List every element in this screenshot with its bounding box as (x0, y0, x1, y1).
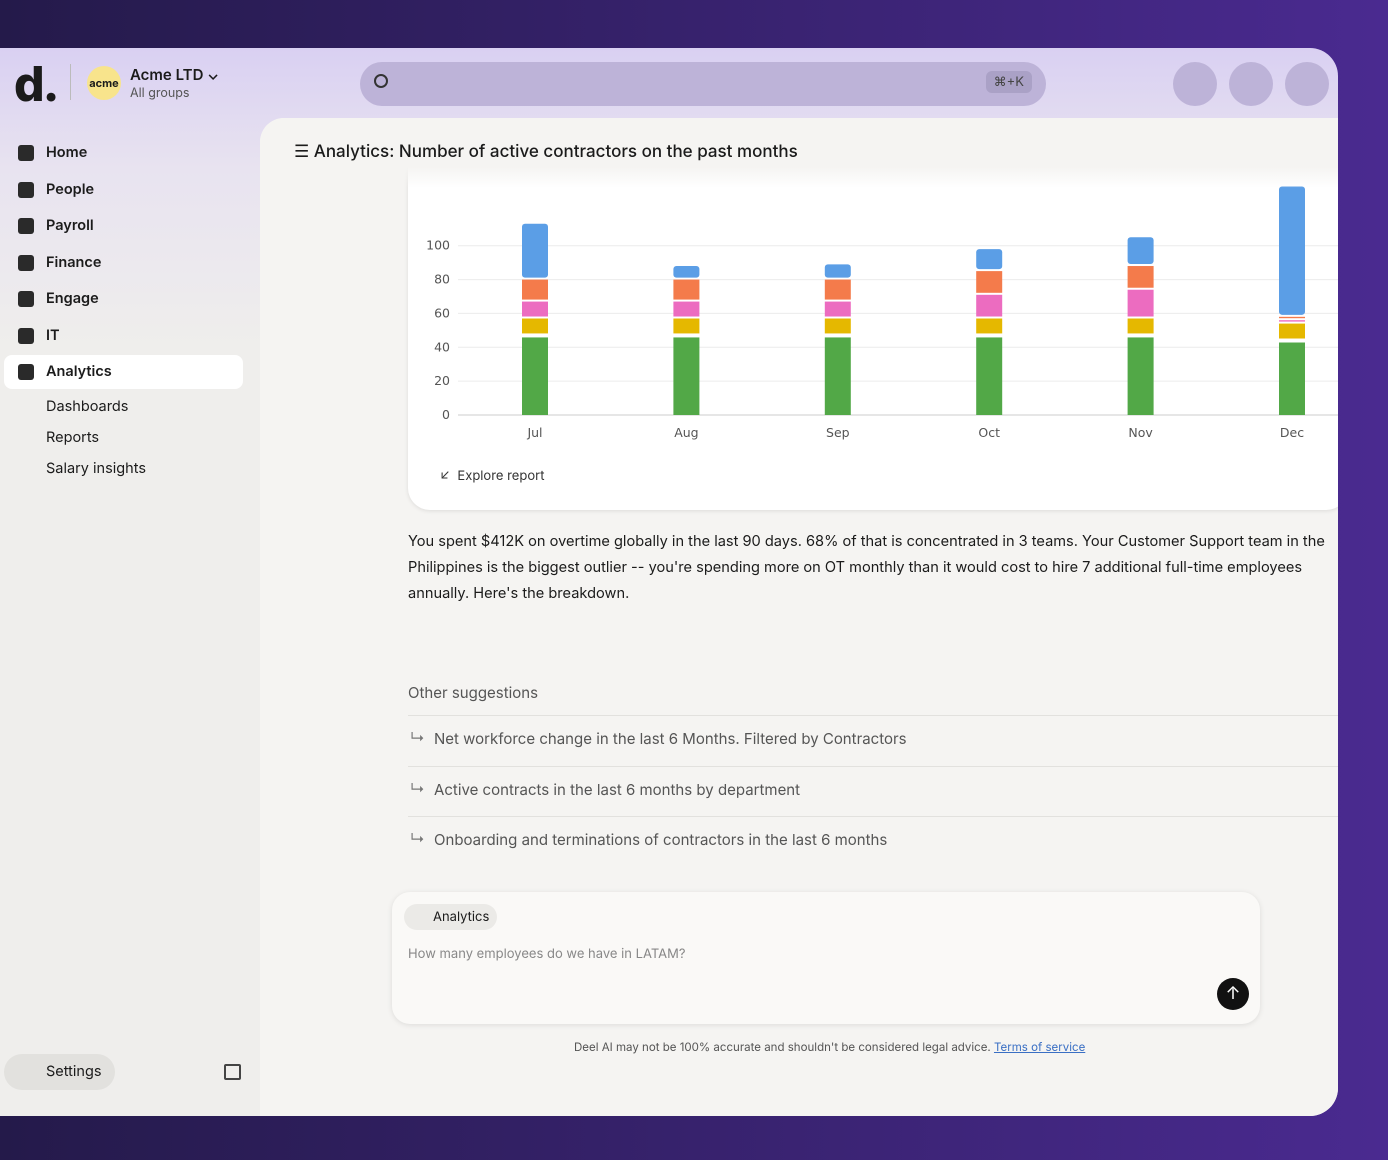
nav-icon (18, 181, 34, 198)
nav-item[interactable]: Payroll (16, 209, 243, 243)
bar-segment (976, 318, 1003, 334)
bar-segment (976, 294, 1003, 317)
org-name-text: Acme LTD (130, 65, 204, 84)
explore-text: Explore report (457, 468, 545, 484)
bar-segment (522, 279, 548, 300)
bar-segment (976, 249, 1003, 270)
notifications-button[interactable] (1285, 62, 1329, 106)
x-tick-label: Oct (978, 425, 1000, 440)
x-tick-label: Dec (1280, 425, 1304, 440)
bar-segment (1279, 323, 1305, 339)
bar-segment (522, 223, 548, 278)
nav-item[interactable]: People (16, 173, 243, 207)
org-name[interactable]: Acme LTD ⌄ (130, 65, 220, 84)
bar-segment (1279, 316, 1305, 319)
bar-segment (1127, 237, 1154, 265)
org-sub: All groups (130, 86, 190, 101)
disclaimer-text: Deel AI may not be 100% accurate and sho… (574, 1040, 991, 1054)
bar-segment (824, 337, 851, 415)
nav-item[interactable]: IT (16, 319, 243, 353)
y-tick-label: 60 (434, 305, 450, 320)
apps-button[interactable] (1173, 62, 1217, 106)
bar-segment (673, 301, 700, 317)
suggestion[interactable]: Onboarding and terminations of contracto… (408, 816, 1338, 866)
bar-segment (1127, 337, 1154, 415)
x-tick-label: Sep (826, 425, 850, 440)
bar-segment (824, 279, 851, 300)
bar-segment (824, 264, 851, 278)
divider (70, 64, 71, 100)
bar-segment (976, 337, 1003, 415)
settings[interactable]: Settings (4, 1054, 115, 1090)
header-fade (260, 118, 1338, 188)
chart-title: ☰ Analytics: Number of active contractor… (294, 142, 798, 162)
bar-segment (1279, 342, 1305, 415)
nav-icon (18, 291, 34, 307)
subnav-item[interactable]: Salary insights (46, 460, 146, 477)
bar-segment (673, 318, 700, 334)
bar-segment (673, 266, 700, 278)
bar-segment (1127, 318, 1154, 334)
org-badge: acme (87, 66, 121, 100)
chat-button[interactable] (1229, 62, 1273, 106)
terms-link[interactable]: Terms of service (993, 1040, 1086, 1054)
bar-segment (522, 301, 548, 317)
explore-report[interactable]: ↙ Explore report (440, 468, 545, 484)
nav-item[interactable]: Analytics (4, 355, 243, 389)
y-tick-label: 20 (434, 373, 450, 388)
suggestions-title: Other suggestions (408, 683, 539, 702)
nav-item[interactable]: Engage (16, 282, 243, 316)
x-tick-label: Nov (1128, 425, 1153, 440)
bar-segment (1127, 266, 1154, 288)
answer: You spent $412K on overtime globally in … (408, 532, 1325, 602)
main: 0 20 40 60 80 100 Jul Aug Sep Oct Nov Dec ↙ Explore… (260, 118, 1338, 1116)
bar-segment (673, 337, 700, 415)
collapse-icon[interactable] (224, 1064, 241, 1080)
bar-segment (1279, 186, 1305, 315)
app-window: d. acme Acme LTD ⌄ All groups ⌘+K Settin… (0, 48, 1338, 1116)
suggestion[interactable]: Net workforce change in the last 6 Month… (408, 715, 1338, 765)
subnav-item[interactable]: Dashboards (46, 398, 129, 415)
nav-icon (18, 218, 34, 234)
nav-icon (18, 145, 34, 161)
y-tick-label: 0 (442, 407, 450, 422)
x-tick-label: Jul (526, 425, 542, 440)
logo: d. (14, 54, 60, 113)
search[interactable]: ⌘+K (360, 62, 1046, 106)
y-tick-label: 80 (434, 272, 450, 287)
chart: 0 20 40 60 80 100 Jul Aug Sep Oct Nov Dec (426, 186, 1338, 440)
nav-icon (18, 364, 34, 380)
bar-segment (1127, 289, 1154, 317)
shortcut: ⌘+K (985, 71, 1032, 93)
send-button[interactable]: ↑ (1217, 978, 1249, 1010)
nav-item[interactable]: Home (16, 136, 243, 170)
subnav-item[interactable]: Reports (46, 429, 100, 446)
bar-segment (1279, 320, 1305, 322)
chip[interactable]: Analytics (404, 904, 498, 930)
bar-segment (976, 271, 1003, 293)
search-icon (374, 74, 388, 88)
bar-segment (673, 279, 700, 300)
disclaimer: Deel AI may not be 100% accurate and sho… (574, 1040, 1085, 1054)
y-tick-label: 40 (434, 339, 450, 354)
nav-icon (18, 254, 34, 271)
nav-icon (18, 327, 34, 344)
bar-segment (522, 318, 548, 334)
bar-segment (824, 301, 851, 317)
composer: Analytics How many employees do we have … (392, 892, 1260, 1024)
y-tick-label: 100 (426, 238, 450, 253)
placeholder[interactable]: How many employees do we have in LATAM? (408, 946, 686, 962)
suggestion[interactable]: Active contracts in the last 6 months by… (408, 765, 1338, 816)
nav-item[interactable]: Finance (16, 246, 243, 280)
x-tick-label: Aug (674, 425, 698, 440)
bar-segment (824, 318, 851, 334)
chart-title-text: Analytics: Number of active contractors … (313, 142, 798, 162)
bar-segment (522, 337, 548, 415)
